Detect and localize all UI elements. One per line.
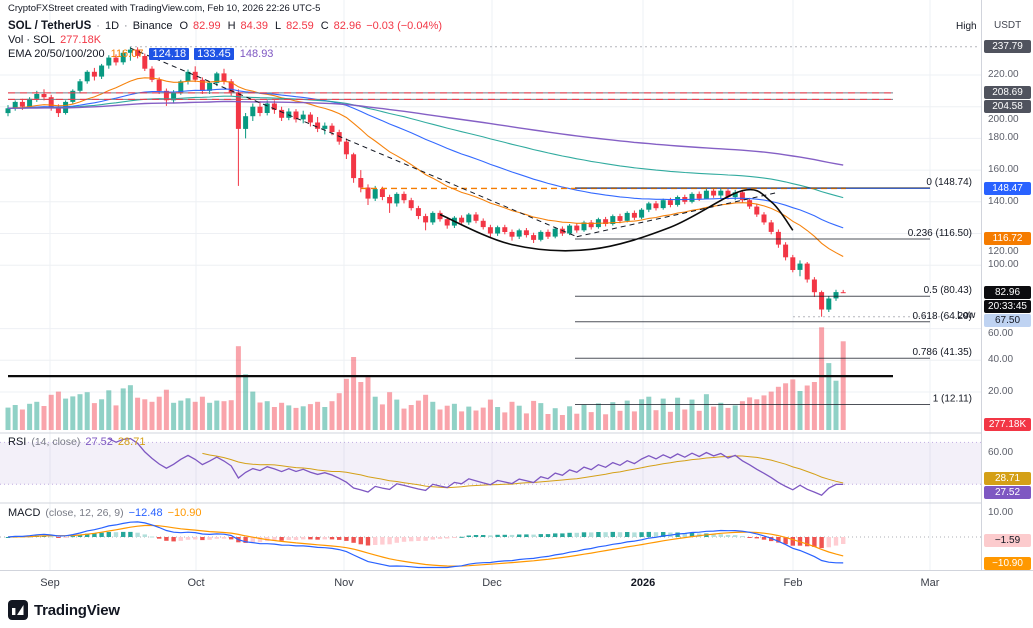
rsi-value: 27.52 <box>85 436 113 448</box>
ema-legend[interactable]: EMA 20/50/100/200 116.07 124.18 133.45 1… <box>8 48 274 60</box>
uptrend-dashed-line <box>576 191 779 238</box>
rsi-label: RSI <box>8 436 27 448</box>
price-tick-label: 220.00 <box>988 69 1019 80</box>
high-line-label: High <box>956 21 977 32</box>
low-label: L <box>275 20 282 32</box>
price-tick-label: 140.00 <box>988 196 1019 207</box>
zone-upper-badge: 208.69 <box>984 86 1031 99</box>
macd-legend[interactable]: MACD (close, 12, 26, 9) −12.48 −10.90 <box>8 507 202 519</box>
time-axis-label: Feb <box>783 577 803 589</box>
open-label: O <box>179 20 189 32</box>
rounded-bottom-curve <box>439 188 794 252</box>
fib-retracement[interactable]: 0 (148.74) 0.236 (116.50) 0.5 (80.43) 0.618… <box>575 177 972 405</box>
axis-currency-label: USDT <box>994 20 1022 31</box>
price-tick-label: 200.00 <box>988 114 1019 125</box>
symbol-legend[interactable]: SOL / TetherUS · 1D · Binance O 82.99 H … <box>8 20 442 32</box>
volume-legend[interactable]: Vol · SOL 277.18K <box>8 34 101 46</box>
drawings[interactable] <box>8 46 978 378</box>
change-value: −0.03 (−0.04%) <box>366 20 443 32</box>
high-label: H <box>227 20 236 32</box>
countdown-badge: 20:33:45 <box>984 300 1031 313</box>
close-label: C <box>320 20 329 32</box>
low-line-label: Low <box>957 310 976 321</box>
rsi-ma-badge: 28.71 <box>984 472 1031 485</box>
rsi-params: (14, close) <box>31 436 81 448</box>
time-axis-label: Nov <box>334 577 354 589</box>
ema100-value: 133.45 <box>194 48 234 60</box>
tradingview-logo-text: TradingView <box>34 601 120 619</box>
separator: · <box>124 20 128 32</box>
rsi-tick-label: 60.00 <box>988 447 1014 458</box>
macd-hist-badge: −1.59 <box>984 534 1031 547</box>
price-tick-label: 60.00 <box>988 328 1014 339</box>
macd-tick-label: 10.00 <box>988 507 1014 518</box>
fib-level-label: 0.618 (64.29) <box>913 311 973 322</box>
macd-signal-line <box>7 524 844 567</box>
ema-badge: 116.72 <box>984 232 1031 245</box>
interval-label[interactable]: 1D <box>104 20 120 32</box>
ema-50-line <box>7 88 844 229</box>
price-tick-label: 180.00 <box>988 132 1019 143</box>
macd-label: MACD <box>8 507 41 519</box>
zone-lower-badge: 204.58 <box>984 100 1031 113</box>
volume-label: Vol · SOL <box>8 34 56 46</box>
ema200-value: 148.93 <box>239 48 274 60</box>
price-tick-label: 40.00 <box>988 354 1014 365</box>
high-price-badge: 237.79 <box>984 40 1031 53</box>
time-axis-label: Dec <box>482 577 502 589</box>
ema50-value: 124.18 <box>149 48 190 60</box>
time-axis[interactable]: Sep Oct Nov Dec 2026 Feb Mar <box>0 570 1033 601</box>
symbol-title[interactable]: SOL / TetherUS <box>8 20 92 32</box>
rsi-band <box>0 442 981 485</box>
price-tick-label: 20.00 <box>988 386 1014 397</box>
fib-level-label: 0 (148.74) <box>926 177 972 188</box>
exchange-label[interactable]: Binance <box>132 20 173 32</box>
time-axis-label: Mar <box>920 577 940 589</box>
macd-line <box>7 521 844 569</box>
macd-params: (close, 12, 26, 9) <box>45 507 124 519</box>
price-tick-label: 160.00 <box>988 164 1019 175</box>
time-axis-label: Oct <box>187 577 205 589</box>
attribution: CryptoFXStreet created with TradingView.… <box>8 3 321 14</box>
price-tick-label: 100.00 <box>988 259 1019 270</box>
macd-line-value: −12.48 <box>128 507 163 519</box>
macd-signal-value: −10.90 <box>167 507 202 519</box>
macd-signal-badge: −10.90 <box>984 557 1031 570</box>
rsi-line <box>108 437 844 496</box>
low-price-badge: 67.50 <box>984 314 1031 327</box>
ema20-value: 116.07 <box>110 48 144 60</box>
price-tick-label: 120.00 <box>988 246 1019 257</box>
fib-level-label: 0.5 (80.43) <box>924 285 972 296</box>
time-axis-label: 2026 <box>630 577 656 589</box>
volume-badge: 277.18K <box>984 418 1031 431</box>
rsi-ma-value: 28.71 <box>117 436 146 448</box>
high-value: 84.39 <box>240 20 269 32</box>
level-148-badge: 148.47 <box>984 182 1031 195</box>
tradingview-logo[interactable]: TradingView <box>8 600 120 620</box>
rsi-legend[interactable]: RSI (14, close) 27.52 28.71 <box>8 436 145 448</box>
separator: · <box>96 20 100 32</box>
fib-level-label: 1 (12.11) <box>933 394 972 405</box>
ema-label: EMA 20/50/100/200 <box>8 48 105 60</box>
volume-value: 277.18K <box>60 34 102 46</box>
rsi-badge: 27.52 <box>984 486 1031 499</box>
chart-plot-area[interactable] <box>0 0 981 570</box>
ema-200-line <box>7 100 844 166</box>
fib-level-label: 0.236 (116.50) <box>908 228 972 239</box>
open-value: 82.99 <box>193 20 221 32</box>
tradingview-logo-icon <box>8 600 28 620</box>
fib-level-label: 0.786 (41.35) <box>913 347 973 358</box>
last-price-badge: 82.96 <box>984 286 1031 299</box>
ema-20-line <box>7 77 844 257</box>
volume-series <box>5 327 846 430</box>
close-value: 82.96 <box>333 20 362 32</box>
price-axis[interactable]: USDT 237.79 208.69 204.58 148.47 116.72 82.96… <box>981 0 1033 596</box>
low-value: 82.59 <box>286 20 314 32</box>
time-axis-label: Sep <box>40 577 60 589</box>
